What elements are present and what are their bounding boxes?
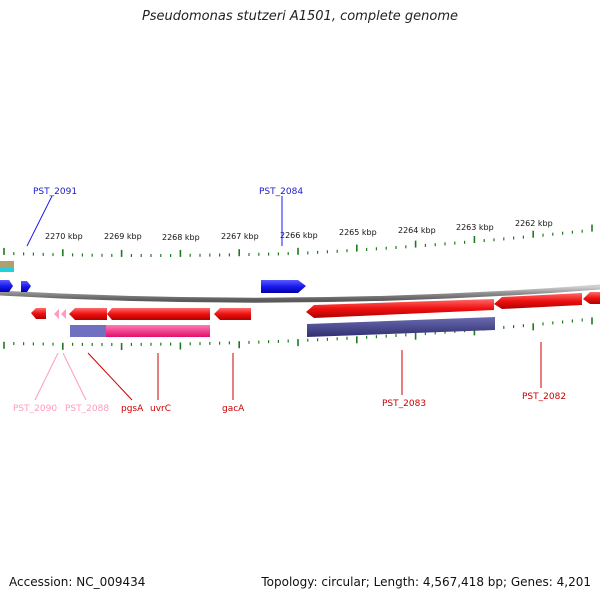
reverse-track bbox=[31, 292, 600, 337]
label-pgsA[interactable]: pgsA bbox=[121, 404, 144, 414]
tick-label-2264: 2264 kbp bbox=[398, 226, 436, 235]
accession-text: Accession: NC_009434 bbox=[9, 575, 146, 589]
gene-labels: PST_2091 PST_2084 PST_2090 PST_2088 pgsA… bbox=[13, 187, 566, 414]
tick-label-2265: 2265 kbp bbox=[339, 228, 377, 237]
forward-track bbox=[0, 261, 306, 293]
gene-PST_2091[interactable] bbox=[0, 280, 13, 292]
callouts bbox=[26, 195, 542, 401]
label-PST_2082[interactable]: PST_2082 bbox=[522, 392, 566, 402]
gene-uvrC[interactable] bbox=[107, 308, 210, 320]
tick-row-top bbox=[3, 224, 593, 257]
label-PST_2083[interactable]: PST_2083 bbox=[382, 399, 426, 409]
genome-summary-text: Topology: circular; Length: 4,567,418 bp… bbox=[261, 575, 591, 589]
label-PST_2091[interactable]: PST_2091 bbox=[33, 187, 77, 197]
tick-label-2263: 2263 kbp bbox=[456, 223, 494, 232]
gene-edge-cyan[interactable] bbox=[0, 267, 14, 272]
tick-label-2268: 2268 kbp bbox=[162, 233, 200, 242]
tick-labels: 2270 kbp 2269 kbp 2268 kbp 2267 kbp 2266… bbox=[45, 219, 553, 242]
gene-PST_2084[interactable] bbox=[261, 280, 306, 293]
label-PST_2090[interactable]: PST_2090 bbox=[13, 404, 57, 414]
label-gacA[interactable]: gacA bbox=[222, 404, 245, 414]
label-uvrC[interactable]: uvrC bbox=[150, 404, 171, 414]
label-PST_2088[interactable]: PST_2088 bbox=[65, 404, 109, 414]
genome-backbone bbox=[0, 284, 600, 303]
gene-pgsA[interactable] bbox=[69, 308, 107, 320]
gene-edge-right[interactable] bbox=[583, 292, 600, 304]
gene-edge-tan[interactable] bbox=[0, 261, 14, 267]
track-PST_2083-purple[interactable] bbox=[307, 317, 495, 337]
label-PST_2084[interactable]: PST_2084 bbox=[259, 187, 303, 197]
tick-label-2266: 2266 kbp bbox=[280, 231, 318, 240]
gene-gacA[interactable] bbox=[214, 308, 251, 320]
gene-PST_2083[interactable] bbox=[306, 299, 494, 318]
gene-PST_2088[interactable] bbox=[61, 309, 66, 319]
track-pgsA-slate[interactable] bbox=[70, 325, 106, 337]
gene-PST_2090[interactable] bbox=[54, 309, 59, 319]
tick-label-2270: 2270 kbp bbox=[45, 232, 83, 241]
gene-PST_2082[interactable] bbox=[494, 293, 582, 309]
tick-label-2267: 2267 kbp bbox=[221, 232, 259, 241]
track-uvrC-pink[interactable] bbox=[106, 325, 210, 337]
gene-small-forward[interactable] bbox=[21, 281, 31, 292]
tick-row-bottom bbox=[3, 317, 593, 350]
tick-label-2269: 2269 kbp bbox=[104, 232, 142, 241]
gene-PST_2090-red[interactable] bbox=[31, 308, 46, 319]
map-title: Pseudomonas stutzeri A1501, complete gen… bbox=[141, 9, 459, 24]
tick-label-2262: 2262 kbp bbox=[515, 219, 553, 228]
